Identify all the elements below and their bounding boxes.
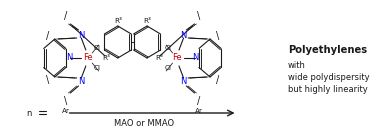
Text: N: N bbox=[180, 76, 187, 86]
Text: /: / bbox=[64, 11, 67, 21]
Text: n: n bbox=[26, 109, 32, 118]
Text: MAO or MMAO: MAO or MMAO bbox=[114, 120, 174, 129]
Text: wide polydispersity: wide polydispersity bbox=[288, 72, 369, 81]
Text: \: \ bbox=[197, 11, 201, 21]
Text: \: \ bbox=[64, 96, 67, 106]
Text: but highly linearity: but highly linearity bbox=[288, 84, 367, 94]
Text: Ar: Ar bbox=[62, 108, 70, 114]
Text: N: N bbox=[78, 30, 84, 39]
Text: N: N bbox=[192, 53, 198, 63]
Text: /: / bbox=[46, 31, 49, 41]
Text: Fe: Fe bbox=[83, 53, 93, 63]
Text: Cl: Cl bbox=[93, 65, 100, 71]
Text: R³: R³ bbox=[143, 18, 151, 24]
Text: R³: R³ bbox=[102, 55, 110, 61]
Text: R³: R³ bbox=[155, 55, 163, 61]
Text: Polyethylenes: Polyethylenes bbox=[288, 45, 367, 55]
Text: Fe: Fe bbox=[172, 53, 182, 63]
Text: /: / bbox=[216, 75, 219, 85]
Text: /: / bbox=[197, 96, 201, 106]
Text: Cl: Cl bbox=[164, 65, 172, 71]
Text: \: \ bbox=[216, 31, 219, 41]
Text: \: \ bbox=[46, 75, 49, 85]
Text: Ar: Ar bbox=[195, 108, 203, 114]
Text: N: N bbox=[180, 30, 187, 39]
Text: Cl: Cl bbox=[93, 45, 100, 51]
Text: R³: R³ bbox=[114, 18, 122, 24]
Text: N: N bbox=[78, 76, 84, 86]
Text: with: with bbox=[288, 61, 305, 69]
Text: Cl: Cl bbox=[164, 45, 172, 51]
Text: N: N bbox=[66, 53, 73, 63]
